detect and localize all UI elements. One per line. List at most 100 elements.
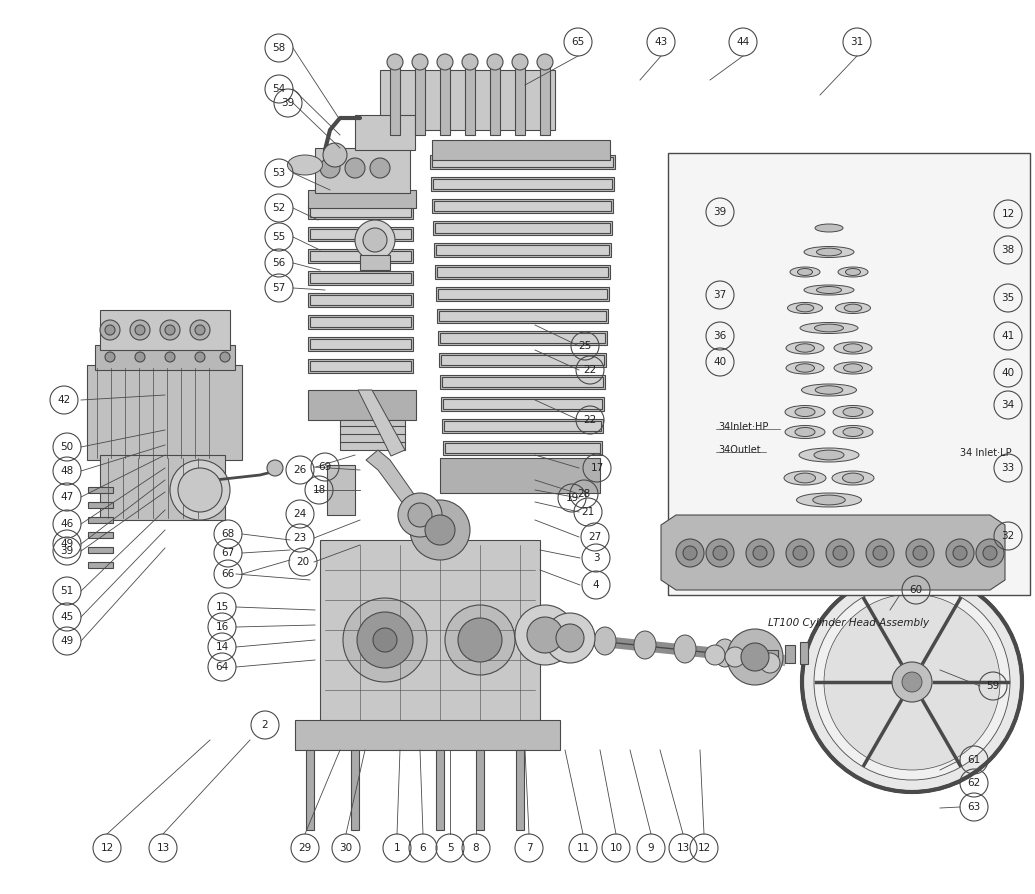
Bar	[442, 377, 603, 387]
Circle shape	[363, 228, 387, 252]
Ellipse shape	[817, 249, 841, 256]
Bar	[100, 310, 230, 350]
Bar	[88, 562, 113, 568]
Bar	[308, 249, 413, 263]
Circle shape	[323, 143, 347, 167]
Ellipse shape	[785, 406, 825, 418]
Circle shape	[165, 325, 175, 335]
Bar	[430, 155, 615, 169]
Circle shape	[445, 605, 515, 675]
Circle shape	[437, 54, 453, 70]
Circle shape	[676, 539, 704, 567]
Bar	[88, 532, 113, 538]
Bar	[310, 317, 411, 327]
Circle shape	[753, 546, 767, 560]
Ellipse shape	[835, 302, 870, 314]
Bar	[308, 390, 416, 420]
Ellipse shape	[845, 304, 862, 312]
Text: 46: 46	[60, 519, 73, 529]
Text: 22: 22	[584, 365, 596, 375]
Bar	[308, 315, 413, 329]
Text: 26: 26	[293, 465, 306, 475]
Text: 49: 49	[60, 539, 73, 549]
Text: 7: 7	[526, 843, 532, 853]
Text: 20: 20	[296, 557, 309, 567]
Bar	[433, 179, 612, 189]
Text: 14: 14	[215, 642, 229, 652]
Text: 39: 39	[282, 98, 295, 108]
Bar	[88, 487, 113, 493]
Text: 9: 9	[648, 843, 654, 853]
Text: 43: 43	[654, 37, 668, 47]
Bar	[444, 421, 601, 431]
Bar	[432, 157, 613, 167]
Text: 59: 59	[986, 681, 1000, 691]
Ellipse shape	[795, 473, 816, 483]
Text: 1: 1	[393, 843, 401, 853]
Circle shape	[953, 546, 967, 560]
Bar	[390, 65, 400, 135]
Circle shape	[746, 539, 774, 567]
Circle shape	[373, 628, 397, 652]
Circle shape	[706, 539, 734, 567]
Text: 17: 17	[590, 463, 603, 473]
Circle shape	[357, 612, 413, 668]
Text: 45: 45	[60, 612, 73, 622]
Circle shape	[462, 54, 478, 70]
Text: 54: 54	[272, 84, 286, 94]
Bar	[445, 443, 600, 453]
Bar	[88, 547, 113, 553]
Ellipse shape	[833, 426, 873, 438]
Circle shape	[487, 54, 503, 70]
Ellipse shape	[804, 247, 854, 257]
Bar	[308, 227, 413, 241]
Ellipse shape	[842, 427, 863, 436]
Text: 30: 30	[339, 843, 353, 853]
Bar	[355, 115, 415, 150]
Circle shape	[826, 539, 854, 567]
Bar	[308, 271, 413, 285]
Text: 37: 37	[713, 290, 727, 300]
Text: 31: 31	[851, 37, 863, 47]
Bar	[439, 353, 607, 367]
Bar	[785, 645, 795, 663]
Ellipse shape	[817, 286, 841, 293]
Bar	[310, 295, 411, 305]
Ellipse shape	[801, 384, 857, 396]
Text: 68: 68	[221, 529, 235, 539]
Text: 55: 55	[272, 232, 286, 242]
Circle shape	[100, 320, 120, 340]
Text: 47: 47	[60, 492, 73, 502]
Ellipse shape	[554, 623, 576, 651]
Ellipse shape	[594, 627, 616, 655]
Circle shape	[220, 352, 230, 362]
Bar	[432, 199, 613, 213]
Bar	[310, 273, 411, 283]
Text: 61: 61	[968, 755, 980, 765]
Ellipse shape	[634, 631, 656, 659]
Bar	[436, 287, 609, 301]
Bar	[351, 750, 359, 830]
Bar	[434, 201, 611, 211]
Ellipse shape	[838, 267, 868, 277]
Bar	[440, 65, 450, 135]
Ellipse shape	[785, 426, 825, 438]
Bar	[760, 650, 778, 658]
Circle shape	[906, 539, 934, 567]
Circle shape	[901, 672, 922, 692]
Bar	[295, 720, 560, 750]
Ellipse shape	[832, 471, 874, 485]
Polygon shape	[661, 515, 1005, 590]
Bar	[320, 540, 540, 725]
Text: LT100 Cylinder Head Assembly: LT100 Cylinder Head Assembly	[768, 618, 929, 628]
Text: 12: 12	[698, 843, 711, 853]
Text: 29: 29	[298, 843, 312, 853]
Bar	[310, 339, 411, 349]
Bar	[310, 207, 411, 217]
Ellipse shape	[288, 155, 323, 175]
Bar	[310, 229, 411, 239]
Text: 8: 8	[473, 843, 479, 853]
Ellipse shape	[714, 639, 736, 667]
Text: 10: 10	[610, 843, 623, 853]
Circle shape	[130, 320, 150, 340]
